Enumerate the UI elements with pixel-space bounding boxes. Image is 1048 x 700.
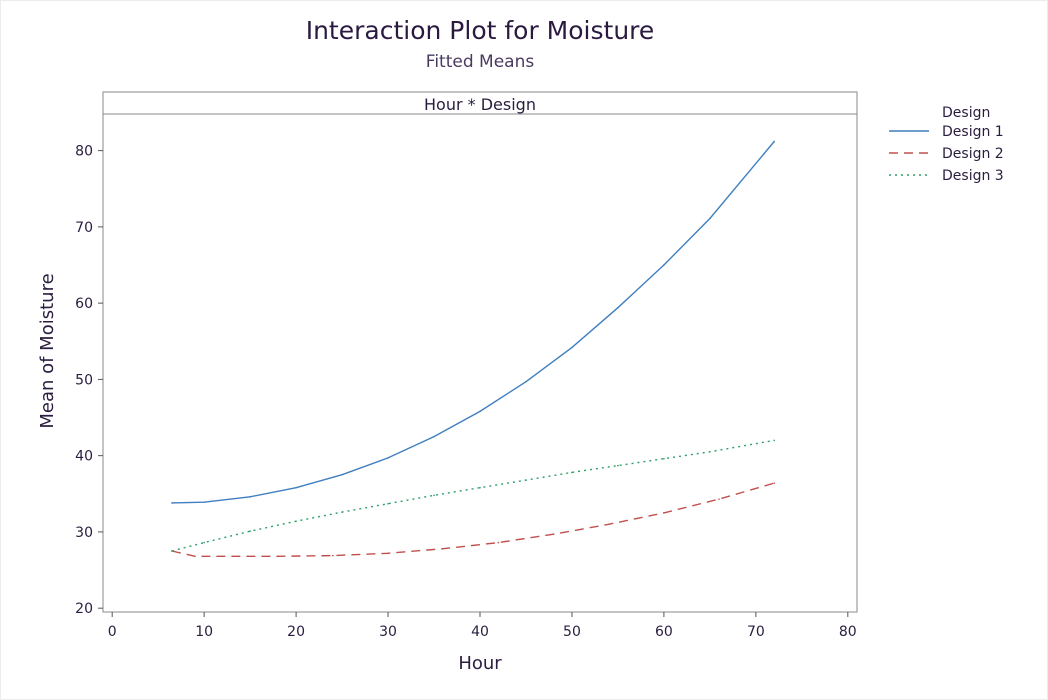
panel-header: Hour * Design (102, 91, 858, 115)
x-axis-label: Hour (458, 653, 502, 674)
y-tick-label: 80 (75, 144, 93, 160)
series-line-design-3 (171, 439, 775, 552)
data-point-design-3 (709, 451, 711, 453)
data-point-design-2 (552, 533, 555, 536)
data-point-design-1 (709, 217, 711, 220)
data-point-design-2 (194, 555, 196, 558)
data-point-design-1 (773, 140, 776, 143)
legend: Design Design 1 Design 2 Design 3 (889, 105, 1004, 184)
x-tick-label: 40 (471, 624, 489, 640)
y-axis: 20 30 40 50 60 70 80 (75, 144, 103, 617)
x-tick-label: 20 (287, 624, 305, 640)
data-point-design-1 (663, 264, 665, 266)
x-tick-label: 10 (195, 624, 213, 640)
y-tick-label: 50 (75, 372, 93, 388)
y-tick-label: 60 (75, 296, 93, 312)
data-point-design-1 (479, 410, 481, 413)
series-layer (171, 140, 776, 558)
data-point-design-2 (332, 554, 334, 557)
data-point-design-2 (276, 555, 279, 558)
x-axis: 0 10 20 30 40 50 60 70 80 (108, 612, 857, 640)
x-tick-label: 80 (839, 624, 857, 640)
data-point-design-1 (525, 380, 527, 383)
series-line-design-1 (171, 141, 775, 504)
x-tick-label: 30 (379, 624, 397, 640)
legend-label-design-3: Design 3 (942, 168, 1004, 184)
chart-subtitle: Fitted Means (425, 52, 535, 72)
data-point-design-3 (341, 511, 343, 513)
panel-label: Hour * Design (424, 95, 536, 114)
data-point-design-2 (773, 482, 776, 484)
data-point-design-2 (221, 555, 224, 558)
data-point-design-1 (617, 306, 619, 309)
data-point-design-3 (525, 479, 527, 481)
data-point-design-1 (295, 486, 297, 489)
data-point-design-1 (341, 473, 343, 476)
data-point-design-3 (295, 520, 297, 523)
y-axis-label: Mean of Moisture (37, 273, 58, 428)
data-point-design-1 (433, 435, 435, 438)
data-point-design-2 (718, 498, 720, 500)
x-tick-label: 50 (563, 624, 581, 640)
y-tick-label: 70 (75, 220, 93, 236)
data-point-design-3 (387, 502, 389, 505)
legend-label-design-2: Design 2 (942, 146, 1004, 162)
data-point-design-3 (249, 530, 251, 532)
chart-title: Interaction Plot for Moisture (305, 16, 655, 45)
data-point-design-3 (433, 494, 435, 497)
data-point-design-3 (479, 486, 481, 489)
legend-title: Design (942, 105, 990, 121)
y-tick-label: 40 (75, 449, 93, 465)
plot-area (102, 113, 858, 613)
x-tick-label: 70 (747, 624, 765, 640)
data-point-design-1 (249, 496, 251, 498)
data-point-design-3 (663, 457, 665, 460)
data-point-design-1 (171, 502, 173, 504)
data-point-design-2 (387, 552, 389, 555)
data-point-design-2 (663, 512, 665, 514)
data-point-design-3 (571, 471, 573, 474)
data-point-design-3 (617, 464, 619, 467)
data-point-design-3 (171, 550, 173, 552)
y-tick-label: 30 (75, 525, 93, 541)
data-point-design-3 (773, 439, 776, 442)
data-point-design-2 (442, 547, 445, 550)
data-point-design-2 (607, 523, 610, 526)
data-point-design-2 (497, 541, 500, 544)
y-tick-label: 20 (75, 601, 93, 617)
data-point-design-1 (571, 346, 573, 349)
data-point-design-3 (203, 541, 205, 544)
legend-label-design-1: Design 1 (942, 124, 1004, 140)
data-point-design-1 (203, 501, 205, 503)
x-tick-label: 0 (108, 624, 117, 640)
data-point-design-1 (387, 457, 389, 459)
x-tick-label: 60 (655, 624, 673, 640)
